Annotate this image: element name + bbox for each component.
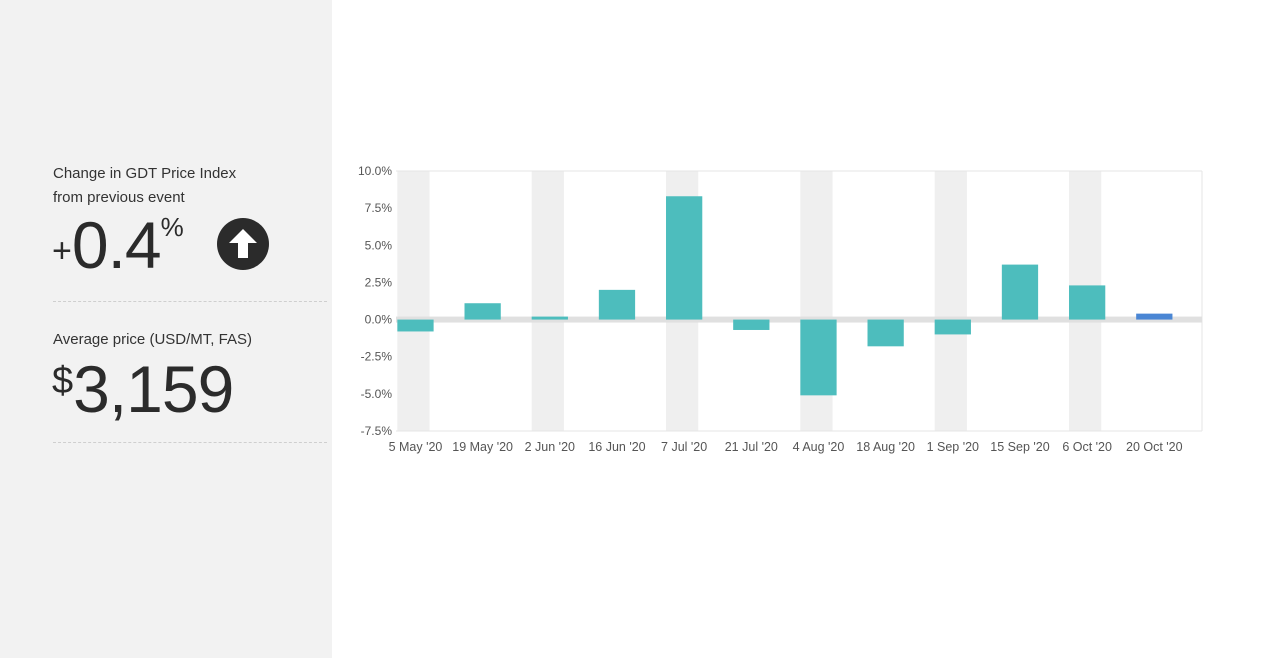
divider bbox=[53, 301, 327, 302]
x-tick-label: 7 Jul '20 bbox=[661, 440, 707, 454]
bar-6-oct-20 bbox=[1069, 285, 1106, 320]
x-tick-label: 15 Sep '20 bbox=[990, 440, 1049, 454]
index-label-line1: Change in GDT Price Index bbox=[53, 165, 237, 182]
category-band bbox=[934, 171, 967, 431]
index-change-value: +0.4% bbox=[52, 212, 184, 278]
x-tick-label: 20 Oct '20 bbox=[1126, 440, 1183, 454]
bar-2-jun-20 bbox=[531, 316, 568, 320]
index-label-line2: from previous event bbox=[53, 189, 185, 206]
bar-18-aug-20 bbox=[867, 319, 904, 347]
index-number: 0.4 bbox=[71, 208, 162, 282]
bar-21-jul-20 bbox=[733, 319, 770, 330]
y-tick-label: 7.5% bbox=[365, 201, 393, 215]
y-tick-label: 10.0% bbox=[358, 164, 392, 178]
x-tick-label: 6 Oct '20 bbox=[1062, 440, 1112, 454]
y-tick-label: 5.0% bbox=[365, 238, 393, 252]
x-tick-label: 4 Aug '20 bbox=[793, 440, 845, 454]
y-tick-label: -5.0% bbox=[361, 387, 393, 401]
y-tick-label: 2.5% bbox=[365, 275, 393, 289]
x-tick-label: 18 Aug '20 bbox=[856, 440, 915, 454]
index-unit: % bbox=[160, 212, 184, 242]
x-tick-label: 2 Jun '20 bbox=[525, 440, 575, 454]
y-tick-label: 0.0% bbox=[365, 313, 393, 327]
bar-15-sep-20 bbox=[1001, 264, 1039, 320]
price-number: 3,159 bbox=[73, 352, 234, 426]
bar-5-may-20 bbox=[397, 319, 434, 332]
bar-16-jun-20 bbox=[598, 289, 636, 320]
zero-line bbox=[396, 316, 1202, 323]
bar-20-oct-20 bbox=[1136, 313, 1173, 320]
category-band bbox=[397, 171, 430, 431]
index-sign: + bbox=[52, 232, 72, 270]
y-tick-label: -2.5% bbox=[361, 350, 393, 364]
y-tick-label: -7.5% bbox=[361, 424, 393, 438]
x-tick-label: 16 Jun '20 bbox=[588, 440, 645, 454]
bar-4-aug-20 bbox=[800, 319, 837, 396]
average-price-value: $3,159 bbox=[52, 356, 234, 422]
category-band bbox=[531, 171, 564, 431]
bar-1-sep-20 bbox=[934, 319, 971, 335]
x-tick-label: 5 May '20 bbox=[389, 440, 443, 454]
divider bbox=[53, 442, 327, 443]
bar-7-jul-20 bbox=[666, 196, 703, 320]
price-currency: $ bbox=[52, 360, 74, 402]
price-index-bar-chart: 10.0% 7.5% 5.0% 2.5% 0.0% -2.5% -5.0% -7.5% 5 Ma… bbox=[358, 164, 1203, 454]
x-tick-label: 21 Jul '20 bbox=[725, 440, 778, 454]
stats-panel: Change in GDT Price Index from previous … bbox=[0, 0, 332, 658]
x-tick-label: 19 May '20 bbox=[452, 440, 513, 454]
x-tick-label: 1 Sep '20 bbox=[927, 440, 979, 454]
arrow-up-circle-icon bbox=[217, 218, 269, 270]
bar-19-may-20 bbox=[464, 303, 501, 320]
price-label: Average price (USD/MT, FAS) bbox=[53, 331, 252, 348]
